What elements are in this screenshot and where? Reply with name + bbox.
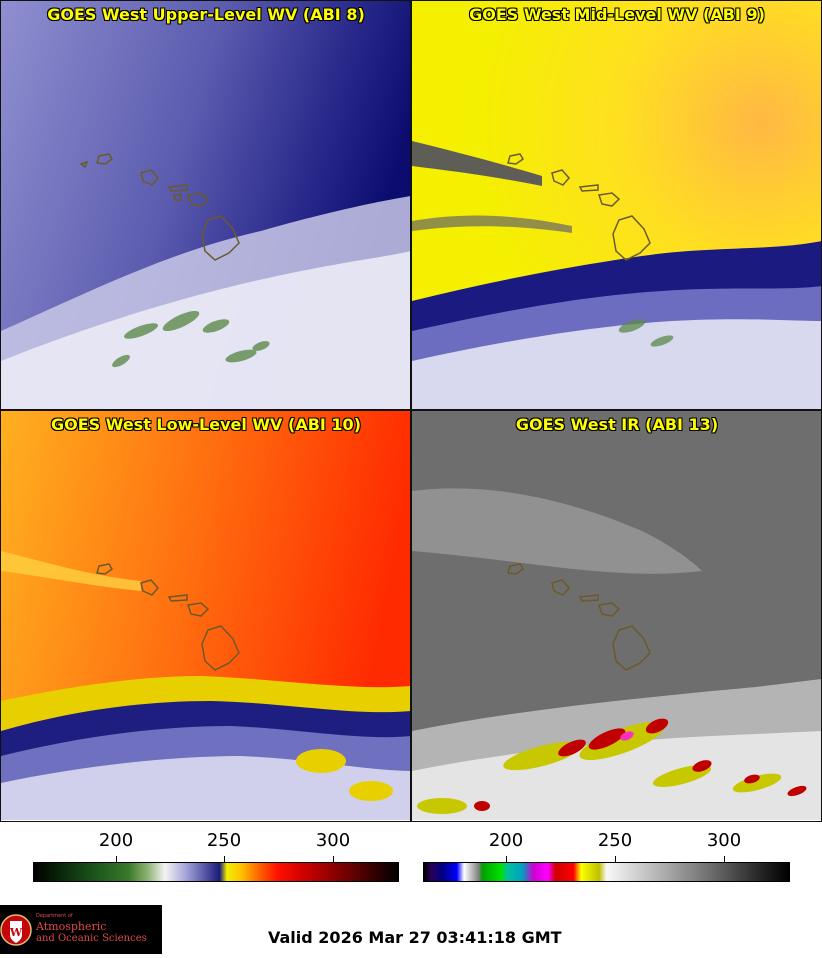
low-level-wv-image (1, 411, 411, 820)
colorbar-tick-mark (333, 856, 334, 862)
ir-image (412, 411, 822, 820)
ir-colorbar (423, 862, 790, 882)
colorbar-tick-mark (615, 856, 616, 862)
colorbar-tick-label: 300 (706, 830, 742, 851)
panel-title: GOES West Low-Level WV (ABI 10) (50, 415, 361, 434)
aos-logo: W Department of Atmospheric and Oceanic … (0, 905, 162, 954)
colorbar-tick-mark (224, 856, 225, 862)
colorbar-tick-mark (116, 856, 117, 862)
colorbar-tick-label: 250 (206, 830, 242, 851)
svg-text:W: W (9, 926, 23, 939)
panel-title: GOES West Mid-Level WV (ABI 9) (469, 5, 765, 24)
logo-name-line1: Atmospheric (36, 920, 107, 933)
panel-divider-horizontal (0, 409, 822, 411)
mid-level-wv-image (412, 1, 822, 410)
colorbar-tick-label: 250 (597, 830, 633, 851)
logo-dept-line: Department of (36, 913, 73, 919)
colorbar-tick-label: 200 (488, 830, 524, 851)
low-level-wv-panel: GOES West Low-Level WV (ABI 10) (1, 411, 411, 820)
ir-panel: GOES West IR (ABI 13) (412, 411, 822, 820)
mid-level-wv-panel: GOES West Mid-Level WV (ABI 9) (412, 1, 822, 410)
panel-title: GOES West Upper-Level WV (ABI 8) (47, 5, 365, 24)
panel-divider-vertical (410, 0, 412, 822)
panel-title: GOES West IR (ABI 13) (515, 415, 719, 434)
valid-time-label: Valid 2026 Mar 27 03:41:18 GMT (268, 928, 562, 947)
upper-level-wv-panel: GOES West Upper-Level WV (ABI 8) (1, 1, 411, 410)
colorbar-tick-mark (506, 856, 507, 862)
colorbar-tick-mark (724, 856, 725, 862)
wv-colorbar (33, 862, 399, 882)
logo-name-line2: and Oceanic Sciences (36, 933, 147, 944)
colorbar-tick-label: 300 (315, 830, 351, 851)
upper-level-wv-image (1, 1, 411, 410)
uw-crest-icon: W (0, 914, 32, 946)
colorbar-tick-label: 200 (98, 830, 134, 851)
